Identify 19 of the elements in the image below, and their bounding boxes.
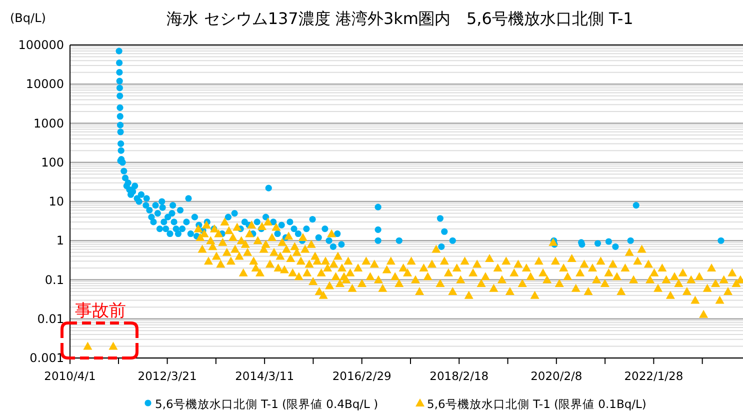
x-tick-label: 2022/1/28 — [624, 369, 684, 383]
y-axis-title: (Bq/L) — [10, 11, 46, 25]
y-tick-label: 1000 — [33, 116, 64, 130]
x-tick-label: 2012/3/21 — [138, 369, 197, 383]
y-tick-label: 0.001 — [30, 351, 64, 365]
y-tick-label: 0.01 — [37, 312, 64, 326]
y-tick-label: 100000 — [18, 38, 64, 52]
annotation: 事故前 — [75, 301, 126, 321]
x-tick-label: 2018/2/18 — [430, 369, 489, 383]
x-tick-label: 2016/2/29 — [332, 369, 392, 383]
y-tick-label: 10000 — [26, 77, 64, 92]
y-tick-label: 100 — [41, 155, 64, 170]
x-tick-label: 2010/4/1 — [44, 369, 96, 383]
y-tick-label: 1 — [56, 234, 64, 248]
y-tick-label: 0.1 — [44, 272, 64, 287]
x-tick-label: 2014/3/11 — [235, 369, 294, 383]
x-tick-label: 2020/2/8 — [530, 369, 582, 383]
chart-title: 海水 セシウム137濃度 港湾外3km圏内 5,6号機放水口北側 T-1 — [166, 9, 634, 28]
y-tick-label: 10 — [48, 194, 64, 208]
